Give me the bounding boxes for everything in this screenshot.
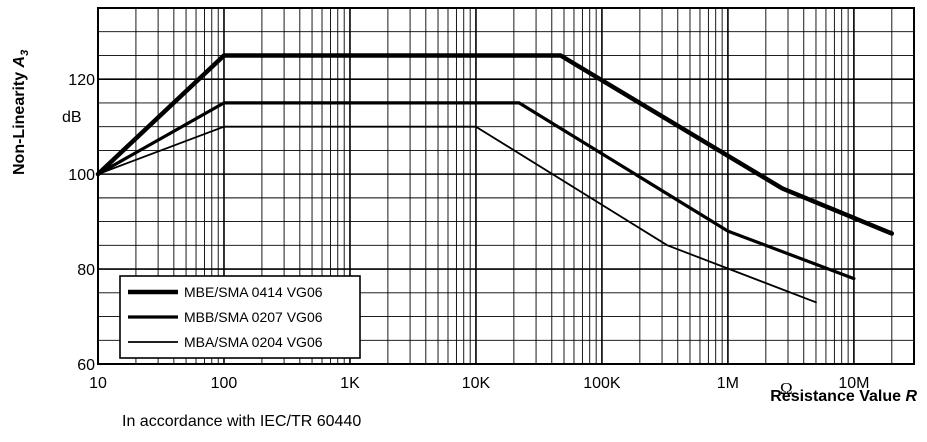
y-tick-label: 100 xyxy=(68,167,95,184)
x-tick-label: 1M xyxy=(717,375,739,392)
x-tick-label: 1K xyxy=(340,375,360,392)
legend-label-3: MBA/SMA 0204 VG06 xyxy=(184,334,323,350)
legend: MBE/SMA 0414 VG06 MBB/SMA 0207 VG06 MBA/SM… xyxy=(119,275,361,359)
y-tick-labels: 60 80 100 120 xyxy=(68,72,95,374)
legend-label-2: MBB/SMA 0207 VG06 xyxy=(184,309,323,325)
series-line-2 xyxy=(96,101,856,281)
x-unit-label: Ω xyxy=(780,379,793,398)
series-group xyxy=(95,53,895,304)
x-tick-label: 10 xyxy=(89,375,107,392)
y-tick-label: 80 xyxy=(77,262,95,279)
series-line-3 xyxy=(97,125,817,304)
x-tick-label: 10K xyxy=(462,375,491,392)
x-tick-labels: 10 100 1K 10K 100K 1M 10M xyxy=(89,375,869,392)
y-unit-label: dB xyxy=(62,109,82,126)
y-tick-label: 120 xyxy=(68,72,95,89)
x-tick-label: 10M xyxy=(838,375,869,392)
series-line-1 xyxy=(95,53,895,236)
y-axis-title: Non-Linearity A3 xyxy=(11,50,31,175)
x-axis-title: Resistance Value R xyxy=(770,388,917,405)
x-tick-label: 100K xyxy=(583,375,621,392)
legend-label-1: MBE/SMA 0414 VG06 xyxy=(184,284,323,300)
plot-frame xyxy=(97,7,915,365)
standard-note: In accordance with IEC/TR 60440 xyxy=(122,413,362,430)
y-tick-label: 60 xyxy=(77,357,95,374)
x-tick-label: 100 xyxy=(211,375,238,392)
